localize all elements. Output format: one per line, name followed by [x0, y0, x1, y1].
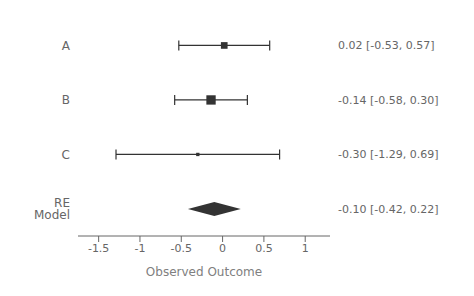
svg-text:A: A — [62, 39, 71, 53]
svg-text:B: B — [62, 93, 70, 107]
svg-text:Observed Outcome: Observed Outcome — [146, 265, 262, 279]
svg-text:-0.30 [-1.29, 0.69]: -0.30 [-1.29, 0.69] — [338, 148, 439, 161]
svg-text:1: 1 — [302, 242, 309, 255]
svg-text:0.5: 0.5 — [255, 242, 273, 255]
svg-text:-0.10 [-0.42, 0.22]: -0.10 [-0.42, 0.22] — [338, 203, 439, 216]
svg-text:-1.5: -1.5 — [88, 242, 109, 255]
svg-text:-0.5: -0.5 — [171, 242, 192, 255]
svg-text:REModel: REModel — [34, 196, 70, 222]
svg-text:C: C — [62, 148, 70, 162]
svg-text:0: 0 — [219, 242, 226, 255]
svg-text:0.02 [-0.53, 0.57]: 0.02 [-0.53, 0.57] — [338, 39, 435, 52]
svg-text:-1: -1 — [134, 242, 145, 255]
svg-text:-0.14 [-0.58, 0.30]: -0.14 [-0.58, 0.30] — [338, 94, 439, 107]
